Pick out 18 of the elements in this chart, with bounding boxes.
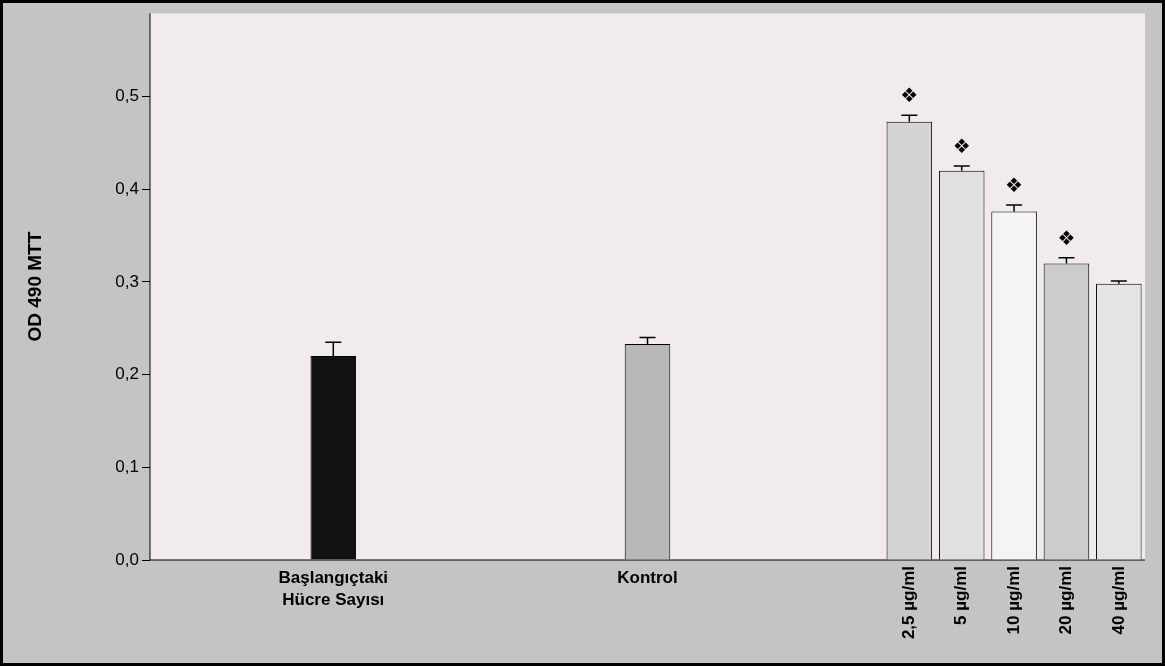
y-tick-label: 0,2 xyxy=(115,364,139,384)
annotation: ❖ xyxy=(1057,226,1076,251)
x-tick-label: Başlangıçtaki Hücre Sayısı xyxy=(278,568,389,610)
annotation: ❖ xyxy=(952,134,971,159)
x-tick-label: 20 µg/ml xyxy=(1056,566,1076,635)
y-axis-title: OD 490 MTT xyxy=(23,231,45,342)
y-tick-label: 0,4 xyxy=(115,178,139,198)
x-tick-label: 40 µg/ml xyxy=(1108,566,1128,635)
annotation: ❖ xyxy=(900,83,919,108)
x-tick-label: 10 µg/ml xyxy=(1003,566,1023,635)
x-tick-label: 5 µg/ml xyxy=(951,566,971,625)
y-tick-label: 0,5 xyxy=(115,86,139,106)
annotation: ❖ xyxy=(1005,173,1024,198)
x-tick-label: Kontrol xyxy=(617,568,678,588)
y-tick-label: 0,3 xyxy=(115,271,139,291)
y-tick-label: 0,1 xyxy=(115,457,139,477)
y-tick-label: 0,0 xyxy=(115,549,139,569)
x-tick-label: 2,5 µg/ml xyxy=(899,566,919,640)
